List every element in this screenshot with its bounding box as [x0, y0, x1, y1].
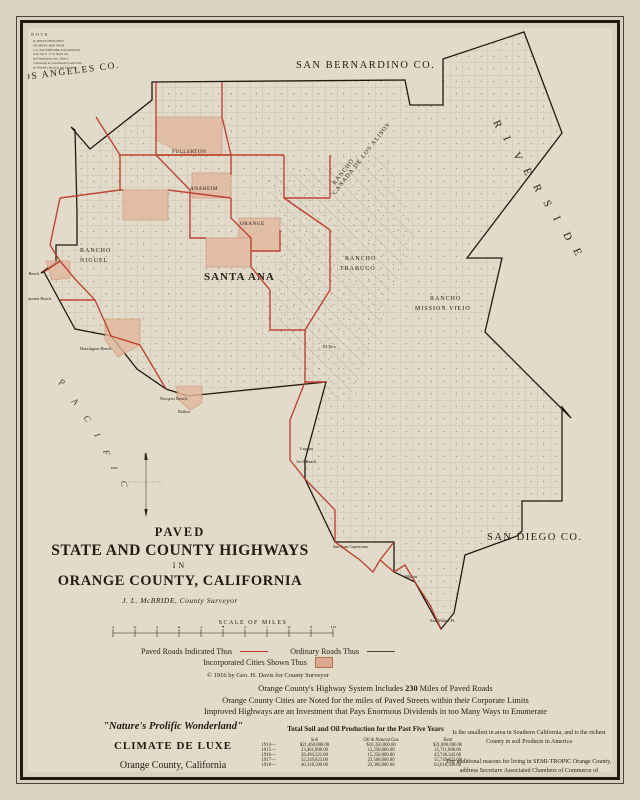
- svg-text:NIGUEL: NIGUEL: [80, 258, 108, 264]
- svg-text:on Brooklyn Road as per This M: on Brooklyn Road as per This Map.: [33, 65, 77, 69]
- svg-text:MISSION VIEJO: MISSION VIEJO: [415, 306, 471, 312]
- svg-text:C: C: [81, 413, 94, 425]
- svg-text:TRABUCO: TRABUCO: [340, 266, 376, 272]
- svg-text:ANAHEIM: ANAHEIM: [190, 186, 218, 192]
- svg-text:9: 9: [310, 626, 313, 630]
- svg-text:Bayonet Beach: Bayonet Beach: [28, 296, 52, 301]
- svg-text:1: 1: [112, 626, 115, 630]
- svg-text:I: I: [109, 464, 120, 472]
- svg-text:RANCHO: RANCHO: [345, 256, 376, 262]
- svg-text:Balboa: Balboa: [178, 409, 190, 414]
- svg-text:S: S: [540, 198, 553, 208]
- svg-text:Continuing in a Southeasterly: Continuing in a Southeasterly direction: [33, 61, 82, 65]
- svg-text:Huntington Beach: Huntington Beach: [80, 346, 112, 351]
- svg-text:Arch Beach: Arch Beach: [296, 459, 317, 464]
- svg-text:SAN BERNARDINO CO.: SAN BERNARDINO CO.: [296, 60, 435, 71]
- svg-text:SANTA ANA: SANTA ANA: [204, 271, 275, 283]
- svg-text:SAN DIEGO CO.: SAN DIEGO CO.: [487, 532, 583, 543]
- svg-text:1: 1: [156, 626, 159, 630]
- svg-text:NOTE: NOTE: [31, 32, 49, 37]
- svg-text:7: 7: [266, 626, 269, 630]
- svg-text:8: 8: [288, 626, 291, 630]
- svg-text:3: 3: [200, 626, 203, 630]
- svg-text:El Toro: El Toro: [323, 344, 336, 349]
- svg-text:IF ROUTE INDICATED: IF ROUTE INDICATED: [32, 39, 64, 43]
- svg-text:5: 5: [244, 626, 247, 630]
- svg-text:N: N: [144, 454, 148, 459]
- svg-text:F: F: [101, 447, 113, 458]
- svg-text:ON ABOVE MAP FROM: ON ABOVE MAP FROM: [33, 43, 65, 47]
- svg-text:Seal Beach: Seal Beach: [28, 271, 40, 276]
- svg-text:Laguna: Laguna: [300, 446, 313, 451]
- svg-text:I: I: [550, 214, 563, 223]
- svg-text:RANCHO: RANCHO: [430, 296, 461, 302]
- svg-text:ORANGE: ORANGE: [240, 221, 265, 227]
- svg-text:Newport Beach: Newport Beach: [160, 396, 188, 401]
- svg-text:I: I: [92, 430, 104, 440]
- svg-text:C: C: [119, 480, 130, 489]
- svg-text:A: A: [69, 395, 82, 408]
- svg-text:San Mateo Pt.: San Mateo Pt.: [430, 618, 455, 623]
- svg-text:E: E: [570, 246, 584, 257]
- svg-text:10: 10: [330, 626, 336, 630]
- svg-text:P: P: [56, 376, 68, 389]
- svg-text:D: D: [560, 230, 574, 242]
- svg-text:4: 4: [222, 626, 225, 630]
- svg-text:0: 0: [134, 626, 137, 630]
- svg-text:Goes Via E. 17 th. Boyle Ave: Goes Via E. 17 th. Boyle Ave: [33, 52, 69, 56]
- svg-text:2: 2: [178, 626, 181, 630]
- svg-text:R: R: [530, 182, 544, 194]
- svg-text:FULLERTON: FULLERTON: [172, 149, 206, 155]
- svg-text:RANCHO: RANCHO: [80, 248, 111, 254]
